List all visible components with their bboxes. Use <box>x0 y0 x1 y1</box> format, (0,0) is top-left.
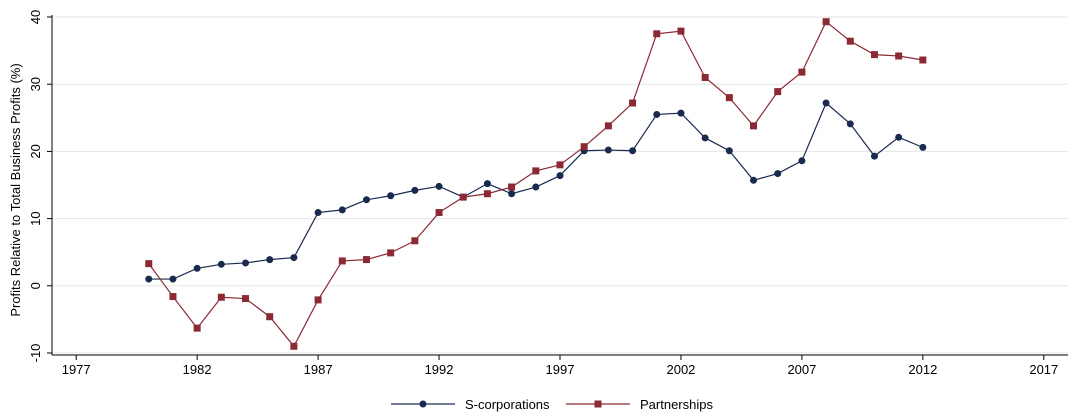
y-tick-label: 40 <box>28 10 43 24</box>
data-point <box>266 256 274 264</box>
data-point <box>290 342 298 350</box>
data-point <box>556 172 564 180</box>
data-point <box>895 133 903 141</box>
data-point <box>919 56 927 64</box>
data-point <box>508 183 516 191</box>
x-tick-label: 1997 <box>546 362 575 377</box>
data-point <box>677 27 685 35</box>
legend-marker <box>419 400 427 408</box>
data-point <box>193 264 201 272</box>
data-point <box>169 293 177 301</box>
data-point <box>217 293 225 301</box>
x-tick-label: 2007 <box>787 362 816 377</box>
data-point <box>774 170 782 178</box>
data-point <box>870 51 878 59</box>
y-tick-label: 10 <box>28 211 43 225</box>
data-point <box>242 259 250 267</box>
data-point <box>338 257 346 265</box>
data-point <box>145 260 153 268</box>
y-tick-label: 30 <box>28 77 43 91</box>
data-point <box>919 143 927 151</box>
data-point <box>895 52 903 60</box>
data-point <box>822 99 830 107</box>
x-tick-label: 2002 <box>666 362 695 377</box>
data-point <box>145 275 153 283</box>
data-point <box>580 143 588 151</box>
y-axis-label: Profits Relative to Total Business Profi… <box>8 63 23 316</box>
data-point <box>483 180 491 188</box>
x-tick-label: 1977 <box>62 362 91 377</box>
data-point <box>798 68 806 76</box>
data-point <box>290 254 298 262</box>
data-point <box>846 120 854 128</box>
data-point <box>266 313 274 321</box>
data-point <box>677 109 685 117</box>
y-tick-label: 0 <box>28 282 43 289</box>
data-point <box>435 209 443 217</box>
data-point <box>387 192 395 200</box>
data-point <box>653 30 661 38</box>
data-point <box>653 110 661 118</box>
x-tick-label: 1992 <box>425 362 454 377</box>
data-point <box>846 37 854 45</box>
data-point <box>314 209 322 217</box>
data-point <box>822 18 830 26</box>
x-tick-label: 1987 <box>304 362 333 377</box>
data-point <box>701 73 709 81</box>
data-point <box>532 167 540 175</box>
data-point <box>338 206 346 214</box>
data-point <box>193 324 201 332</box>
data-point <box>701 134 709 142</box>
y-tick-label: 20 <box>28 144 43 158</box>
data-point <box>532 183 540 191</box>
data-point <box>798 157 806 165</box>
data-point <box>217 260 225 268</box>
data-point <box>629 147 637 155</box>
data-point <box>411 237 419 245</box>
data-point <box>169 275 177 283</box>
data-point <box>435 182 443 190</box>
data-point <box>362 256 370 264</box>
data-point <box>314 296 322 304</box>
data-point <box>725 94 733 102</box>
legend-label: S-corporations <box>465 397 550 412</box>
data-point <box>750 176 758 184</box>
data-point <box>362 196 370 204</box>
data-point <box>387 249 395 257</box>
x-tick-label: 2017 <box>1029 362 1058 377</box>
legend-label: Partnerships <box>640 397 713 412</box>
data-point <box>604 146 612 154</box>
y-tick-label: -10 <box>28 344 43 363</box>
data-point <box>629 99 637 107</box>
x-tick-label: 2012 <box>908 362 937 377</box>
data-point <box>725 147 733 155</box>
data-point <box>242 295 250 303</box>
data-point <box>508 190 516 198</box>
data-point <box>556 161 564 169</box>
data-point <box>750 122 758 130</box>
legend-marker <box>594 400 602 408</box>
series-line <box>148 102 924 280</box>
data-point <box>483 190 491 198</box>
data-point <box>774 88 782 96</box>
data-point <box>870 152 878 160</box>
data-point <box>604 122 612 130</box>
data-point <box>459 193 467 201</box>
x-tick-label: 1982 <box>183 362 212 377</box>
data-point <box>411 186 419 194</box>
